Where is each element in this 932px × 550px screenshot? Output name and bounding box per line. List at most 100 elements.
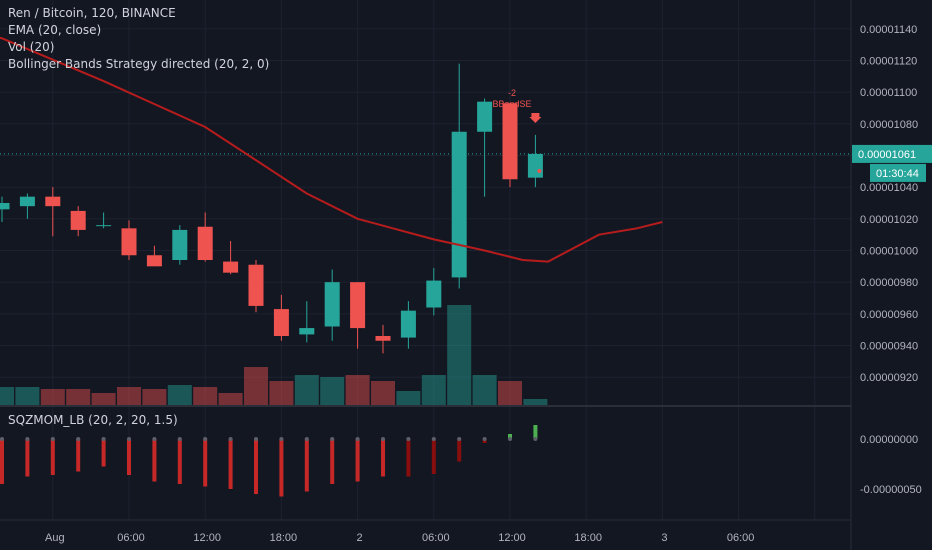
volume-bar [523,399,548,405]
time-tick-label: 2 [357,532,363,544]
momentum-bar [127,439,131,475]
squeeze-dot [330,437,335,441]
momentum-bar [279,439,284,497]
squeeze-dot [228,437,233,441]
volume-bar [472,375,497,405]
candle-body [273,309,289,336]
candle-body [45,196,61,207]
candle-body [96,225,112,227]
candle-body [527,153,543,178]
volume-bar [40,389,65,405]
squeeze-dot [304,437,309,441]
momentum-bar [25,439,30,477]
indicator-tick-label: 0.00000000 [860,434,918,446]
volume-bar [218,393,243,405]
momentum-bar [228,439,233,489]
volume-bar [66,389,91,405]
momentum-bar [254,439,258,494]
squeeze-dot [25,437,30,441]
squeeze-dot [101,437,106,441]
squeeze-dot [152,437,157,441]
momentum-bar [101,439,106,467]
price-tick-label: 0.00000920 [860,372,918,384]
candle-body [400,310,416,338]
chart-legend: Ren / Bitcoin, 120, BINANCE EMA (20, clo… [8,5,269,73]
volume-bar [294,375,319,405]
squeeze-dot [127,437,131,441]
price-tick-label: 0.00001080 [860,119,918,131]
time-tick-label: 06:00 [422,532,450,544]
momentum-bar [152,439,157,482]
squeeze-dot [203,437,208,441]
candle-body [248,264,264,306]
momentum-bar [381,439,385,477]
volume-bars [0,305,548,405]
volume-bar [15,387,40,405]
squeeze-dot [355,437,360,441]
candle-body [350,282,366,329]
candle-body [324,282,340,327]
candle-body [70,210,86,230]
time-tick-label: Aug [45,532,65,544]
candle-body [197,226,213,260]
candlesticks [0,63,543,354]
price-tick-label: 0.00000960 [860,309,918,321]
volume-bar [498,381,522,405]
momentum-bar [304,439,309,492]
countdown-label: 01:30:44 [876,168,919,180]
momentum-bar [76,439,81,472]
volume-bar [244,367,268,405]
time-tick-label: 18:00 [574,532,602,544]
candle-body [121,228,137,256]
current-price-tag [852,144,932,163]
countdown-tag [870,163,926,182]
candle-body [172,229,188,260]
price-tick-label: 0.00000940 [860,341,918,353]
volume-bar [91,393,116,405]
time-tick-label: 3 [661,532,667,544]
candle-body [0,203,10,210]
volume-bar [320,377,345,405]
symbol-title[interactable]: Ren / Bitcoin, 120, BINANCE [8,6,176,20]
volume-legend[interactable]: Vol (20) [8,40,55,54]
momentum-bar [330,439,335,484]
squeeze-dot [431,437,436,441]
price-tick-label: 0.00001040 [860,182,918,194]
squeeze-dot [177,437,182,441]
candle-body [223,261,239,273]
time-axis: Aug 06:00 12:00 18:00 2 06:00 12:00 18:00 3 06:00 [45,532,754,544]
price-tick-label: 0.00001020 [860,214,918,226]
candle-body [477,101,493,132]
candle-body [375,336,391,341]
price-tick-label: 0.00001000 [860,246,918,258]
candle-body [451,131,467,278]
exit-dot [537,169,542,173]
squeeze-dot [279,437,284,441]
momentum-bar [431,439,436,474]
price-tick-label: 0.00001100 [860,87,917,99]
time-tick-label: 06:00 [117,532,145,544]
current-price-label: 0.00001061 [858,149,916,161]
price-tick-label: 0.00001120 [860,56,917,68]
volume-bar [142,389,167,405]
volume-bar [396,391,421,405]
ema-legend[interactable]: EMA (20, close) [8,23,102,37]
squeeze-dot [508,437,512,441]
time-tick-label: 12:00 [193,532,221,544]
momentum-bar [508,434,512,439]
price-axis: 0.00001140 0.00001120 0.00001100 0.00001080… [852,24,932,496]
indicator-legend[interactable]: SQZMOM_LB (20, 2, 20, 1.5) [8,413,178,427]
momentum-bar [177,439,182,484]
volume-bar [269,381,294,405]
time-tick-label: 12:00 [498,532,526,544]
squeeze-momentum-histogram [0,425,538,497]
volume-bar [421,375,446,405]
momentum-bar [0,439,4,484]
volume-bar [371,381,395,405]
signal-label: BBandSE [492,99,531,109]
strategy-legend[interactable]: Bollinger Bands Strategy directed (20, 2… [8,57,270,71]
volume-bar [0,387,14,405]
momentum-bar [50,439,55,475]
squeeze-dot [381,437,385,441]
